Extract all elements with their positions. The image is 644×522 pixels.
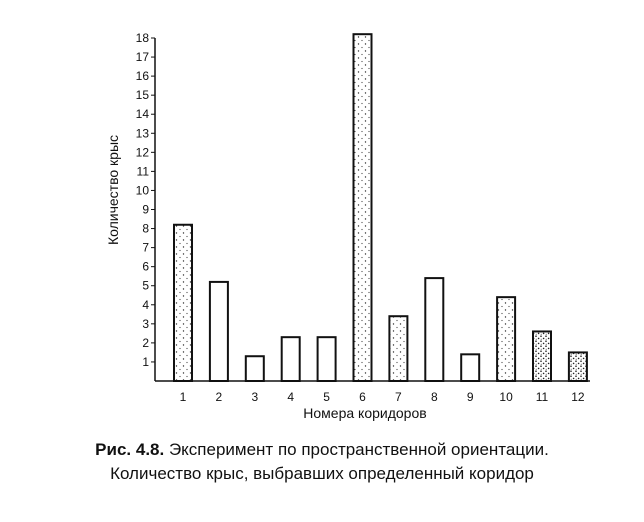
x-tick-label-12: 12: [571, 390, 585, 404]
x-axis-title: Номера коридоров: [303, 405, 426, 421]
y-tick-label-9: 9: [142, 203, 149, 217]
y-tick-label-15: 15: [136, 88, 150, 102]
y-tick-label-11: 11: [137, 164, 150, 178]
y-tick-label-8: 8: [142, 222, 149, 236]
y-tick-label-4: 4: [142, 298, 149, 312]
x-tick-label-10: 10: [499, 390, 513, 404]
bar-7: [388, 315, 409, 383]
figure-caption-text: Эксперимент по пространственной ориентац…: [164, 440, 549, 459]
y-axis-title: Количество крыс: [105, 135, 121, 245]
bar-1: [173, 223, 193, 382]
y-tick-label-12: 12: [136, 145, 150, 159]
x-tick-label-3: 3: [251, 390, 258, 404]
bar-4: [280, 336, 301, 382]
figure-label: Рис. 4.8.: [95, 440, 165, 459]
y-tick-label-3: 3: [142, 317, 149, 331]
x-tick-label-4: 4: [287, 390, 294, 404]
figure-caption-line-2: Количество крыс, выбравших определенный …: [110, 464, 534, 483]
y-tick-label-10: 10: [136, 183, 150, 197]
x-tick-label-2: 2: [216, 390, 223, 404]
y-tick-label-5: 5: [142, 279, 149, 293]
x-tick-label-8: 8: [431, 390, 438, 404]
y-tick-label-18: 18: [136, 31, 150, 45]
y-tick-label-7: 7: [142, 241, 149, 255]
y-tick-label-16: 16: [136, 69, 150, 83]
bar-11: [532, 330, 552, 383]
x-tick-label-5: 5: [323, 390, 330, 404]
bar-6: [352, 33, 373, 382]
y-tick-label-17: 17: [136, 50, 150, 64]
bar-5: [316, 336, 337, 382]
y-tick-label-2: 2: [142, 336, 149, 350]
y-tick-label-6: 6: [142, 260, 149, 274]
bar-9: [460, 353, 481, 383]
x-tick-label-7: 7: [395, 390, 402, 404]
bar-2: [208, 280, 229, 382]
x-axis: 1 2 3 4 5 6 7 8 9 10 11 12: [155, 380, 590, 404]
y-tick-label-1: 1: [142, 355, 149, 369]
x-tick-label-11: 11: [536, 390, 549, 404]
x-tick-label-9: 9: [467, 390, 474, 404]
bar-8: [424, 277, 445, 383]
bars: [173, 33, 588, 383]
x-tick-label-6: 6: [359, 390, 366, 404]
y-tick-label-14: 14: [136, 107, 150, 121]
bar-3: [244, 355, 265, 383]
figure-caption-line-1: Рис. 4.8. Эксперимент по пространственно…: [0, 440, 644, 460]
bar-10: [496, 296, 517, 382]
bar-12: [567, 351, 588, 382]
y-tick-label-13: 13: [136, 126, 150, 140]
x-tick-label-1: 1: [180, 390, 187, 404]
